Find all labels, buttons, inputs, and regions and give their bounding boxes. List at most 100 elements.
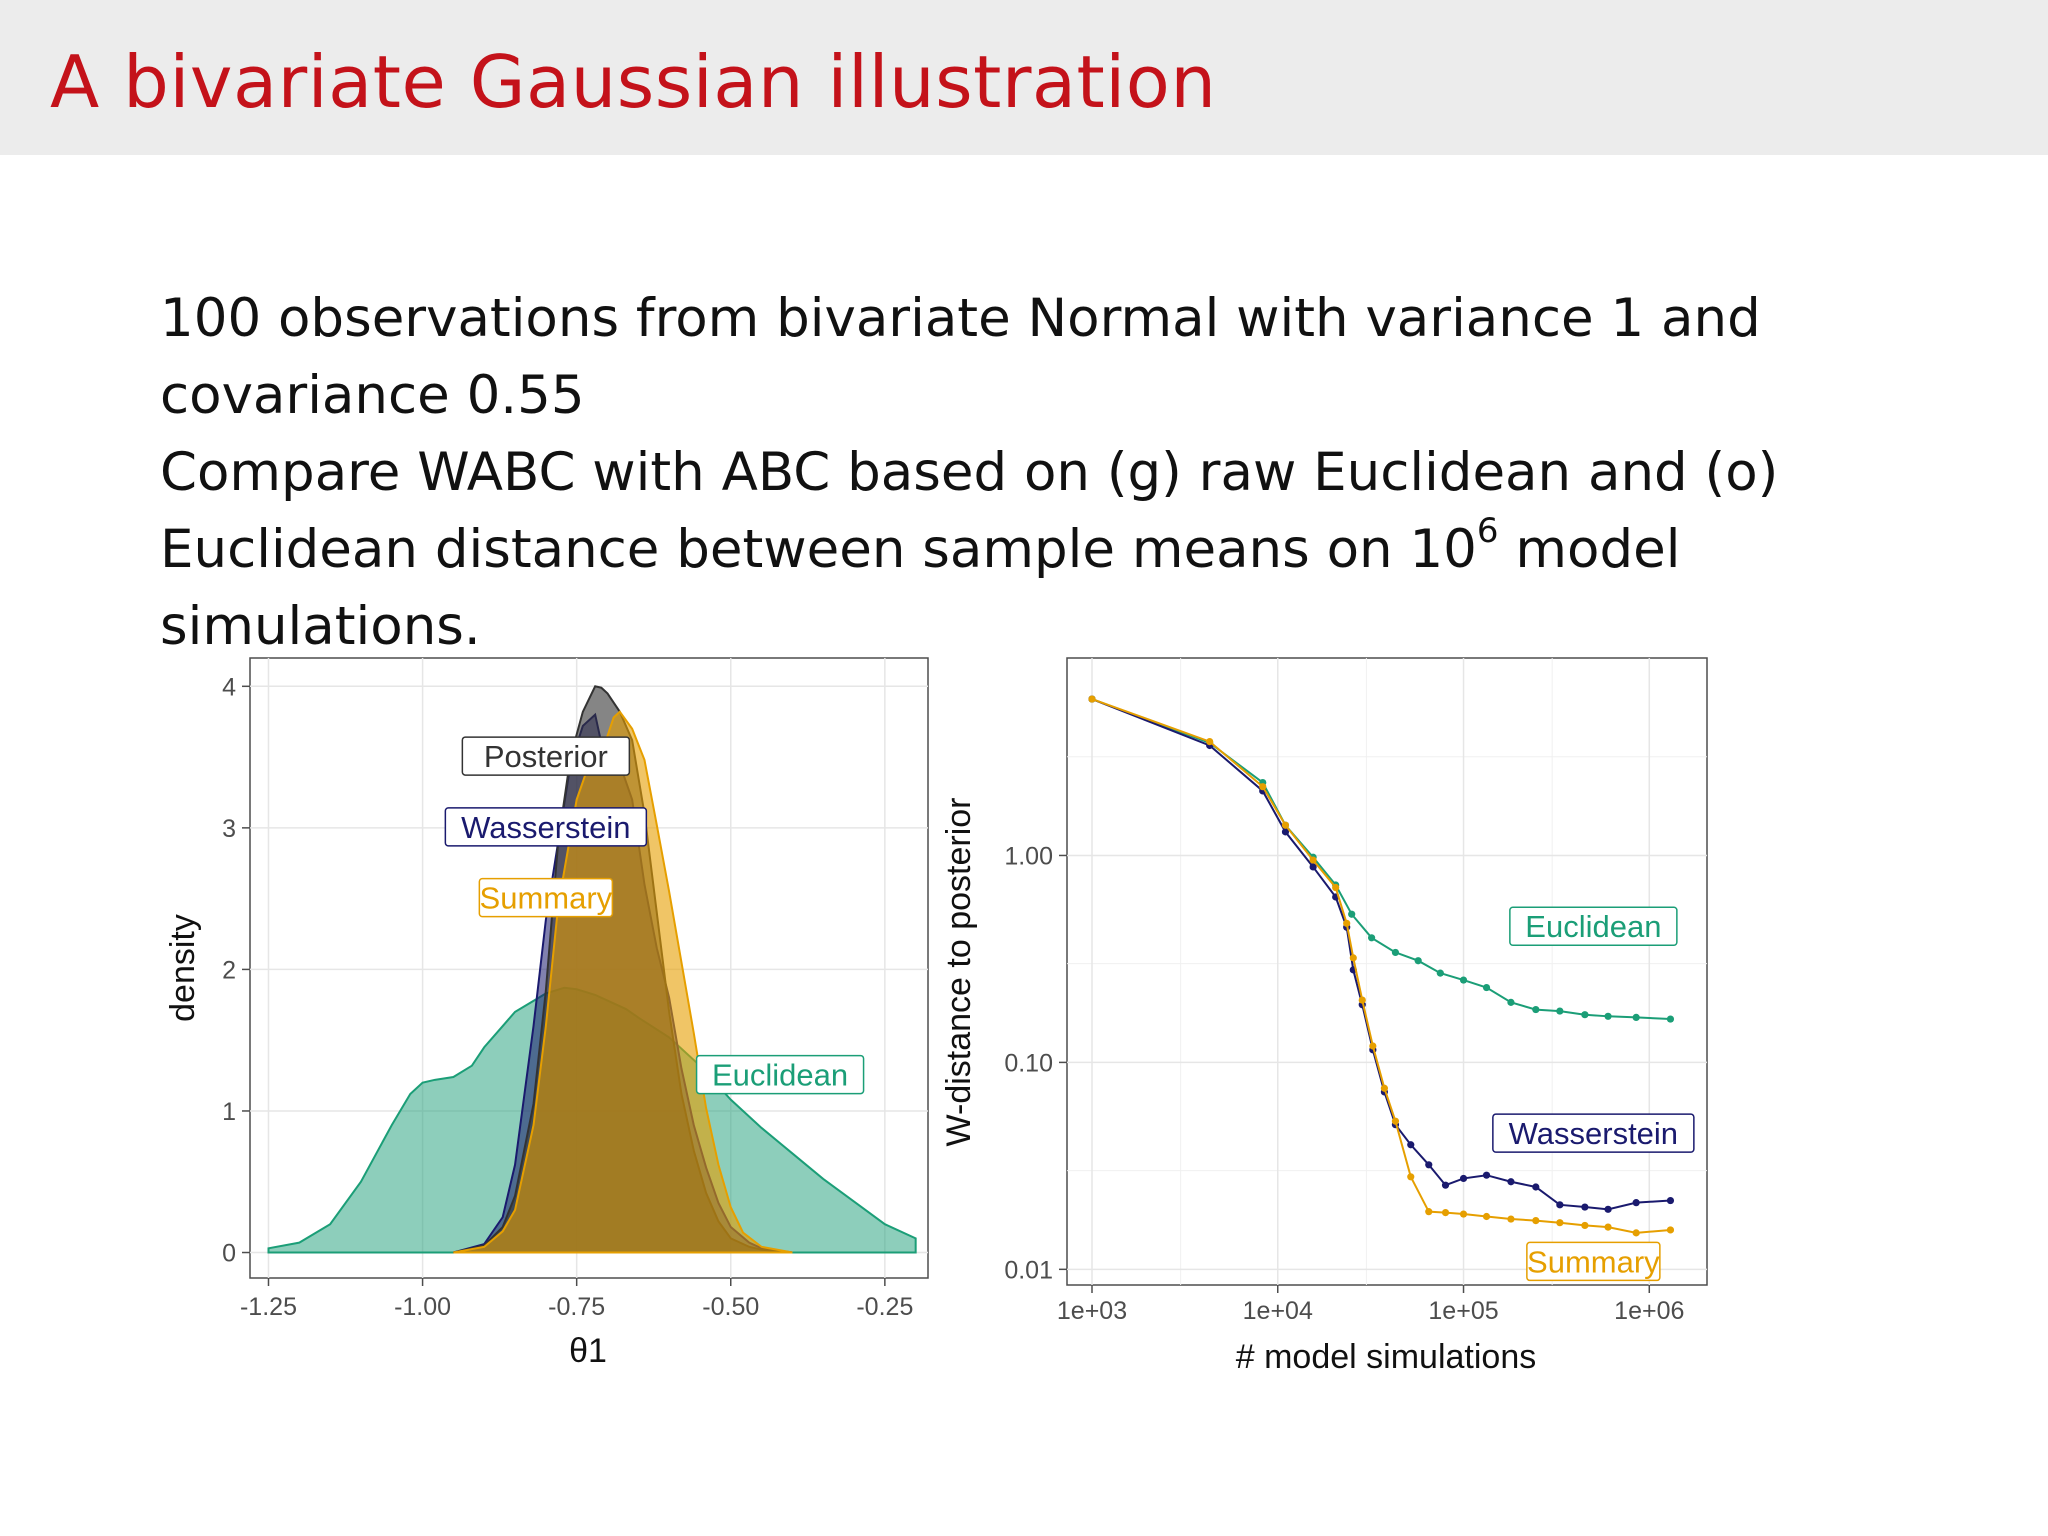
density-areas xyxy=(267,685,917,1254)
density-x-tick-label: -0.75 xyxy=(548,1293,605,1321)
wdistance-point-wasserstein xyxy=(1632,1199,1640,1207)
density-y-axis-title: density xyxy=(164,914,202,1022)
wdistance-x-tick-label: 1e+03 xyxy=(1057,1297,1127,1325)
wdistance-point-summary xyxy=(1380,1084,1388,1092)
wdistance-ticks: 1e+03 1e+04 1e+05 1e+06 0.01 0.10 1.00 xyxy=(1004,842,1684,1325)
body-line-2: Compare WABC with ABC based on (g) raw E… xyxy=(160,434,1860,665)
wdistance-label-text: Wasserstein xyxy=(1509,1116,1678,1151)
wdistance-point-wasserstein xyxy=(1581,1203,1589,1211)
wdistance-point-summary xyxy=(1666,1226,1675,1234)
wdistance-series-summary xyxy=(1088,695,1675,1237)
density-label-text: Posterior xyxy=(484,739,608,774)
body-line-1: 100 observations from bivariate Normal w… xyxy=(160,288,1761,426)
wdistance-point-summary xyxy=(1088,695,1096,703)
density-y-tick-label: 0 xyxy=(222,1240,236,1268)
wdistance-y-tick-label: 0.10 xyxy=(1004,1049,1053,1077)
wdistance-point-summary xyxy=(1632,1229,1640,1237)
wdistance-label-text: Summary xyxy=(1527,1244,1660,1279)
wdistance-point-wasserstein xyxy=(1407,1141,1415,1149)
density-y-tick-label: 4 xyxy=(222,673,236,701)
wdistance-point-euclidean xyxy=(1532,1005,1540,1014)
wdistance-point-summary xyxy=(1441,1208,1450,1217)
wdistance-point-summary xyxy=(1556,1219,1564,1227)
density-x-tick-label: -1.00 xyxy=(394,1293,451,1321)
density-y-tick-label: 1 xyxy=(222,1098,236,1126)
wdistance-point-summary xyxy=(1206,738,1214,746)
wdistance-point-euclidean xyxy=(1556,1007,1564,1015)
wdistance-point-wasserstein xyxy=(1425,1161,1433,1169)
body-text: 100 observations from bivariate Normal w… xyxy=(160,280,1860,665)
wdistance-point-summary xyxy=(1425,1208,1433,1216)
body-line-2-end: model simulations. xyxy=(160,519,1681,657)
wdistance-point-euclidean xyxy=(1482,983,1491,992)
wdistance-label-text: Euclidean xyxy=(1525,909,1661,944)
wdistance-point-summary xyxy=(1259,783,1267,791)
wdistance-point-euclidean xyxy=(1632,1013,1640,1021)
density-label-box xyxy=(478,877,614,918)
density-x-tick-label: -0.25 xyxy=(856,1293,913,1321)
wdistance-point-summary xyxy=(1309,856,1317,864)
wdistance-point-wasserstein xyxy=(1309,863,1317,871)
density-area-summary xyxy=(453,710,793,1254)
wdistance-point-euclidean xyxy=(1507,998,1515,1006)
wdistance-point-summary xyxy=(1407,1173,1415,1181)
wdistance-line-wasserstein xyxy=(1091,698,1671,1211)
title-bar: A bivariate Gaussian illustration xyxy=(0,0,2048,155)
density-label-wasserstein: Wasserstein xyxy=(444,807,648,847)
wdistance-panel xyxy=(1066,657,1708,1286)
wdistance-line-summary xyxy=(1091,698,1671,1234)
wdistance-point-summary xyxy=(1343,919,1351,927)
wdistance-point-euclidean xyxy=(1368,934,1376,942)
wdistance-label-box xyxy=(1509,906,1678,946)
wdistance-point-summary xyxy=(1332,883,1340,892)
density-x-tick-label: -0.50 xyxy=(702,1293,759,1321)
density-y-tick-label: 2 xyxy=(222,956,236,984)
wdistance-label-box xyxy=(1492,1113,1695,1153)
wdistance-point-euclidean xyxy=(1666,1015,1675,1023)
wdistance-label-summary: Summary xyxy=(1526,1241,1661,1282)
wdistance-point-summary xyxy=(1482,1212,1491,1221)
wdistance-x-tick-label: 1e+06 xyxy=(1614,1297,1684,1325)
wdistance-point-wasserstein xyxy=(1556,1201,1564,1209)
density-label-box xyxy=(444,807,648,847)
wdistance-point-wasserstein xyxy=(1459,1174,1468,1183)
density-label-text: Euclidean xyxy=(712,1058,848,1093)
wdistance-point-summary xyxy=(1391,1117,1400,1125)
wdistance-grid xyxy=(1067,658,1707,1285)
exponent: 6 xyxy=(1476,511,1499,552)
wdistance-point-wasserstein xyxy=(1507,1178,1515,1186)
density-x-tick-label: -1.25 xyxy=(240,1293,297,1321)
wdistance-lines xyxy=(1088,695,1675,1237)
body-line-2-text: Compare WABC with ABC based on (g) raw E… xyxy=(160,442,1779,580)
density-labels: Posterior Wasserstein Summary Euclidean xyxy=(444,736,865,1095)
wdistance-point-summary xyxy=(1459,1210,1468,1218)
wdistance-point-summary xyxy=(1532,1216,1540,1225)
density-label-euclidean: Euclidean xyxy=(695,1054,865,1095)
wdistance-point-summary xyxy=(1281,821,1290,829)
wdistance-x-tick-label: 1e+04 xyxy=(1243,1297,1313,1325)
wdistance-x-axis-title: # model simulations xyxy=(1236,1338,1536,1376)
wdistance-label-wasserstein: Wasserstein xyxy=(1492,1113,1695,1153)
wdistance-x-tick-label: 1e+05 xyxy=(1428,1297,1498,1325)
wdistance-point-euclidean xyxy=(1581,1011,1589,1019)
wdistance-point-wasserstein xyxy=(1604,1205,1612,1213)
wdistance-label-box xyxy=(1526,1241,1661,1282)
wdistance-point-summary xyxy=(1358,996,1366,1004)
wdistance-point-wasserstein xyxy=(1281,828,1290,836)
wdistance-point-euclidean xyxy=(1391,948,1400,957)
density-label-box xyxy=(695,1054,865,1095)
density-label-box xyxy=(461,736,631,776)
slide-title: A bivariate Gaussian illustration xyxy=(50,40,1217,124)
wdistance-y-tick-label: 0.01 xyxy=(1004,1256,1053,1284)
wdistance-point-summary xyxy=(1604,1223,1612,1231)
wdistance-point-euclidean xyxy=(1414,957,1422,965)
wdistance-point-wasserstein xyxy=(1666,1196,1675,1205)
wdistance-point-summary xyxy=(1581,1221,1589,1230)
density-label-posterior: Posterior xyxy=(461,736,631,776)
wdistance-point-wasserstein xyxy=(1441,1181,1450,1189)
density-ticks: -1.25 -1.00 -0.75 -0.50 -0.25 0 1 2 3 4 xyxy=(222,673,913,1321)
density-chart: -1.25 -1.00 -0.75 -0.50 -0.25 0 1 2 3 4 Posterior… xyxy=(164,657,929,1370)
wdistance-point-summary xyxy=(1369,1042,1377,1050)
wdistance-label-euclidean: Euclidean xyxy=(1509,906,1678,946)
